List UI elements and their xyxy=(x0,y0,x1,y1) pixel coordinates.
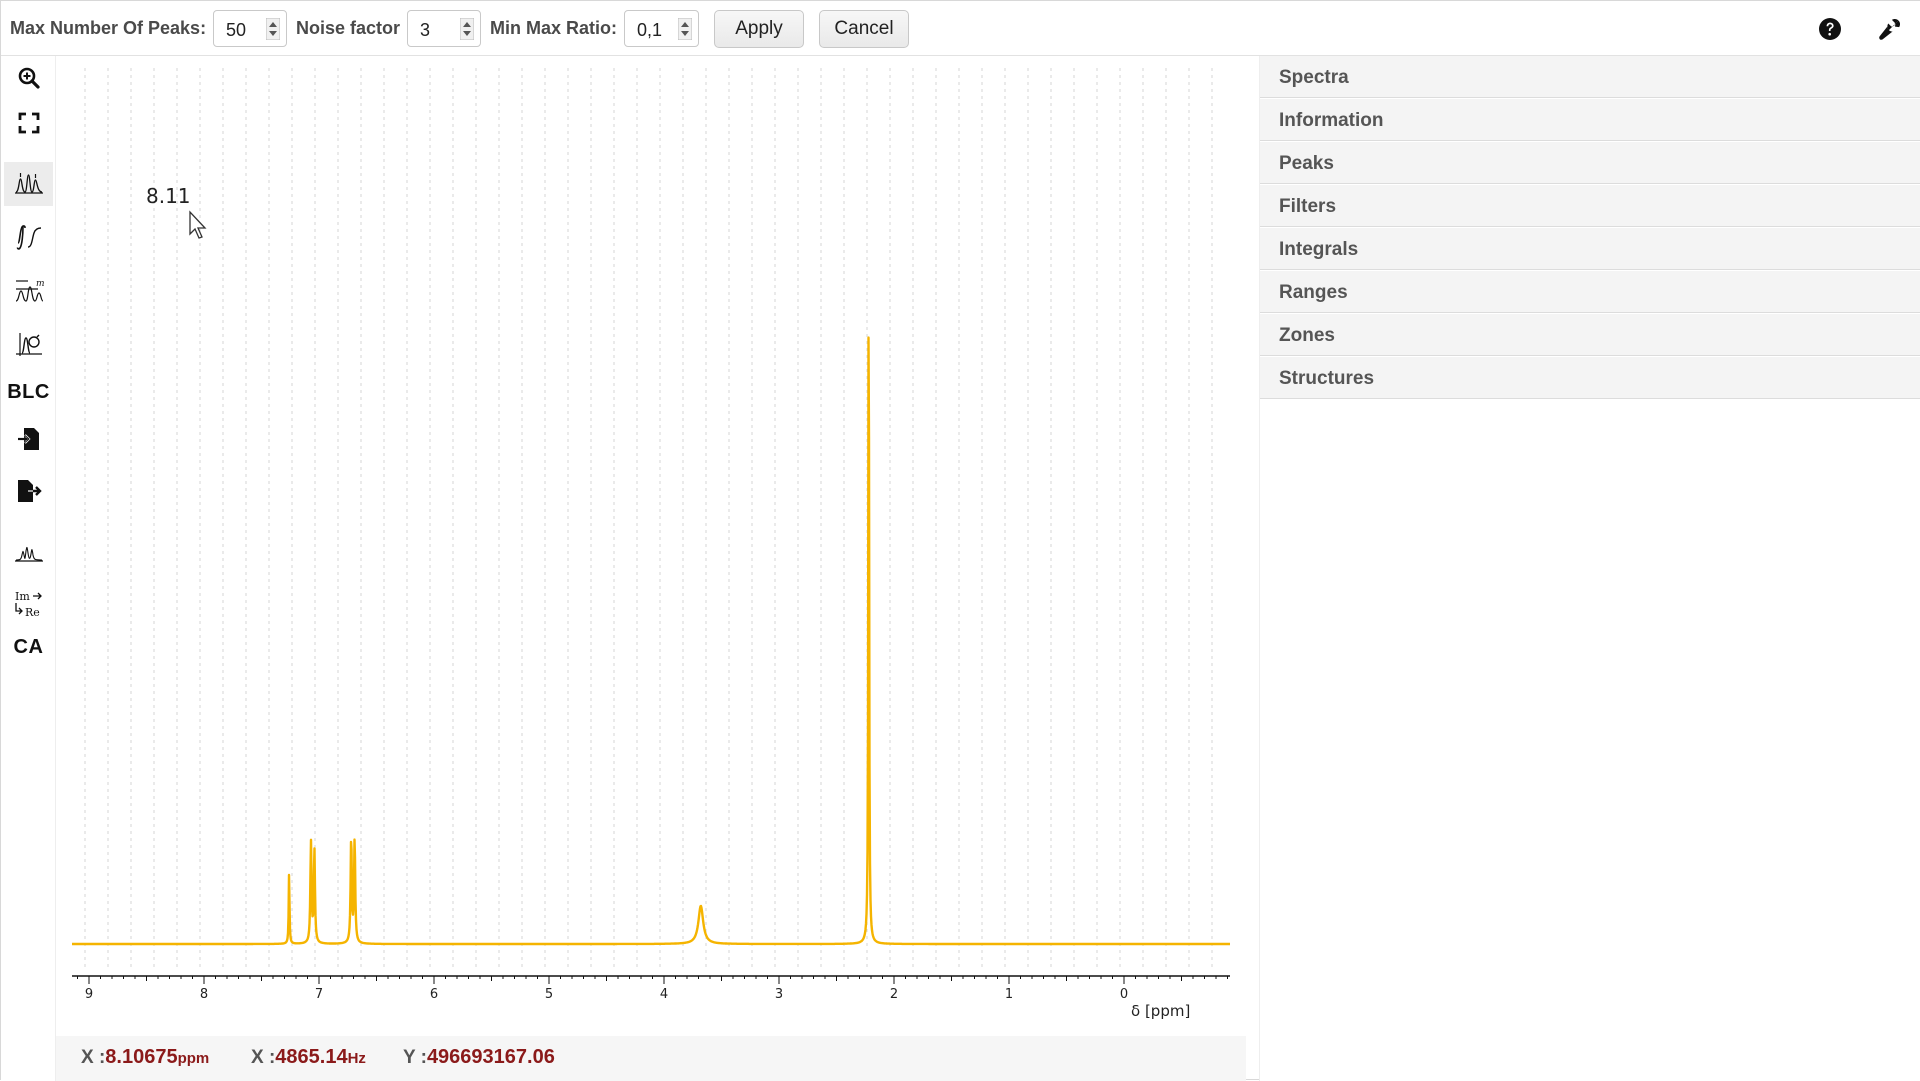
baseline-correction[interactable]: BLC xyxy=(7,380,50,403)
right-panels: Spectra Information Peaks Filters Integr… xyxy=(1259,56,1920,1081)
spectrum-trace xyxy=(71,336,1231,946)
integral-icon[interactable] xyxy=(4,215,53,259)
y-readout: Y :496693167.06 xyxy=(403,1046,555,1068)
panel-integrals[interactable]: Integrals xyxy=(1260,228,1920,270)
x-tick-label: 1 xyxy=(1005,987,1013,1002)
x-tick-label: 4 xyxy=(660,987,668,1002)
max-peaks-input[interactable]: 50 xyxy=(213,10,287,47)
x-axis-label: δ [ppm] xyxy=(1131,1002,1190,1020)
wrench-icon[interactable] xyxy=(1878,17,1902,41)
auto-assign[interactable]: CA xyxy=(13,635,44,658)
peak-picking-icon[interactable] xyxy=(4,162,53,206)
spinner-arrows-icon[interactable] xyxy=(460,18,474,40)
question-circle-icon[interactable] xyxy=(1818,17,1842,41)
spinner-arrows-icon[interactable] xyxy=(266,18,280,40)
svg-text:Im: Im xyxy=(15,590,30,603)
tool-sidebar: m BLC Im Re CA xyxy=(1,56,56,1081)
x-hz-readout: X :4865.14Hz xyxy=(251,1046,366,1068)
svg-text:m: m xyxy=(36,279,44,289)
x-tick-label: 7 xyxy=(315,987,323,1002)
x-tick-label: 6 xyxy=(430,987,438,1002)
x-tick-label: 9 xyxy=(85,987,93,1002)
x-tick-label: 5 xyxy=(545,987,553,1002)
real-imaginary-icon[interactable]: Im Re xyxy=(4,582,53,626)
mouse-cursor-icon xyxy=(189,210,207,239)
x-tick-label: 0 xyxy=(1120,987,1128,1002)
spinner-arrows-icon[interactable] xyxy=(678,18,692,40)
spectrum-chart[interactable]: 9 8 7 6 5 4 3 2 1 0 8.11 δ [ppm] xyxy=(56,56,1246,1036)
x-tick-label: 3 xyxy=(775,987,783,1002)
max-peaks-value: 50 xyxy=(226,20,247,40)
fullscreen-icon[interactable] xyxy=(4,101,53,145)
peak-picking-toolbar: Max Number Of Peaks: 50 Noise factor 3 M… xyxy=(1,1,1920,56)
panel-peaks[interactable]: Peaks xyxy=(1260,142,1920,184)
spectrum-display-icon[interactable] xyxy=(4,532,53,576)
panel-filters[interactable]: Filters xyxy=(1260,185,1920,227)
zoom-in-icon[interactable] xyxy=(4,56,53,100)
panel-information[interactable]: Information xyxy=(1260,99,1920,141)
apply-button[interactable]: Apply xyxy=(714,10,804,48)
multiplet-icon[interactable]: m xyxy=(4,269,53,313)
noise-factor-label: Noise factor xyxy=(296,18,401,38)
panel-spectra[interactable]: Spectra xyxy=(1260,56,1920,98)
svg-text:Re: Re xyxy=(25,606,40,619)
panel-structures[interactable]: Structures xyxy=(1260,357,1920,399)
panel-zones[interactable]: Zones xyxy=(1260,314,1920,356)
min-max-ratio-value: 0,1 xyxy=(637,20,663,40)
x-ppm-readout: X :8.10675ppm xyxy=(81,1046,210,1068)
min-max-ratio-input[interactable]: 0,1 xyxy=(624,10,699,47)
x-tick-label: 2 xyxy=(890,987,898,1002)
panel-ranges[interactable]: Ranges xyxy=(1260,271,1920,313)
max-peaks-label: Max Number Of Peaks: xyxy=(10,18,207,38)
cursor-value-label: 8.11 xyxy=(146,184,191,208)
x-tick-label: 8 xyxy=(200,987,208,1002)
phase-correction-icon[interactable] xyxy=(4,322,53,366)
import-icon[interactable] xyxy=(4,417,53,461)
spectrum-viewer[interactable]: 9 8 7 6 5 4 3 2 1 0 8.11 δ [ppm] xyxy=(56,56,1246,1036)
cancel-button[interactable]: Cancel xyxy=(819,10,909,48)
min-max-ratio-label: Min Max Ratio: xyxy=(490,18,618,38)
export-icon[interactable] xyxy=(4,469,53,513)
noise-factor-value: 3 xyxy=(420,20,431,40)
cursor-status-bar: X :8.10675ppm X :4865.14Hz Y :496693167.… xyxy=(56,1036,1246,1081)
noise-factor-input[interactable]: 3 xyxy=(407,10,481,47)
